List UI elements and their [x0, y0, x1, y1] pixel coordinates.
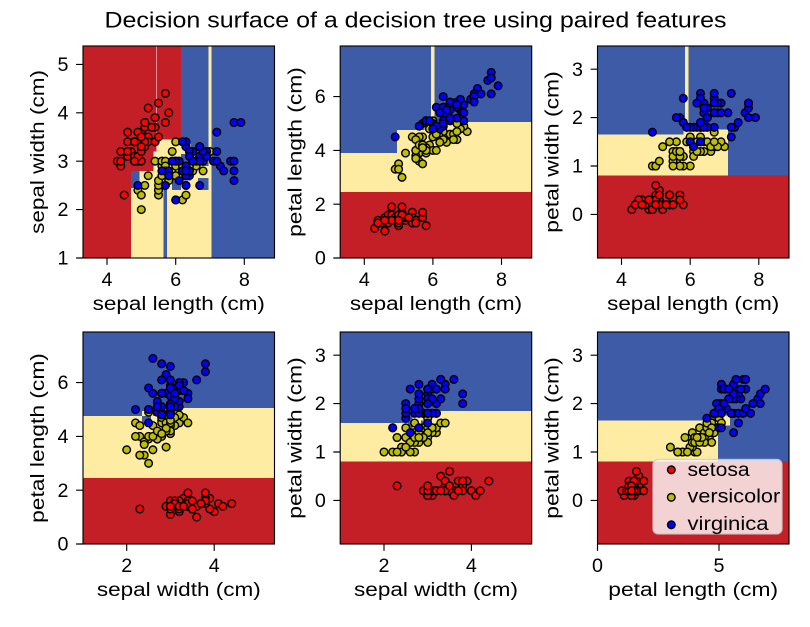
svg-text:setosa: setosa	[688, 460, 751, 481]
svg-text:8: 8	[239, 269, 250, 291]
svg-text:6: 6	[427, 269, 438, 291]
svg-text:2: 2	[315, 393, 326, 415]
svg-text:2: 2	[572, 107, 583, 129]
svg-text:4: 4	[102, 269, 113, 291]
svg-text:1: 1	[572, 156, 583, 178]
svg-text:4: 4	[359, 269, 370, 291]
svg-text:1: 1	[572, 442, 583, 464]
svg-text:4: 4	[315, 140, 326, 162]
svg-text:4: 4	[209, 555, 220, 577]
svg-text:6: 6	[315, 86, 326, 108]
svg-text:versicolor: versicolor	[688, 487, 781, 508]
svg-text:petal width (cm): petal width (cm)	[542, 357, 564, 518]
svg-text:2: 2	[58, 199, 69, 221]
svg-text:6: 6	[685, 269, 696, 291]
svg-text:petal width (cm): petal width (cm)	[542, 71, 564, 232]
svg-text:2: 2	[121, 555, 132, 577]
svg-text:sepal length (cm): sepal length (cm)	[93, 293, 265, 315]
svg-text:2: 2	[315, 194, 326, 216]
svg-text:1: 1	[58, 248, 69, 270]
svg-text:sepal length (cm): sepal length (cm)	[607, 293, 779, 315]
svg-text:4: 4	[616, 269, 627, 291]
svg-text:petal length (cm): petal length (cm)	[608, 579, 778, 601]
svg-text:4: 4	[58, 102, 69, 124]
svg-text:3: 3	[572, 345, 583, 367]
svg-text:2: 2	[572, 393, 583, 415]
svg-text:2: 2	[379, 555, 390, 577]
svg-text:4: 4	[58, 426, 69, 448]
svg-text:8: 8	[753, 269, 764, 291]
svg-text:5: 5	[58, 54, 69, 76]
svg-text:3: 3	[315, 345, 326, 367]
svg-text:0: 0	[572, 204, 583, 226]
svg-text:1: 1	[315, 442, 326, 464]
svg-text:3: 3	[58, 151, 69, 173]
svg-text:3: 3	[572, 59, 583, 81]
svg-text:0: 0	[572, 490, 583, 512]
svg-text:6: 6	[170, 269, 181, 291]
svg-text:0: 0	[592, 555, 603, 577]
svg-text:sepal width (cm): sepal width (cm)	[97, 579, 261, 601]
svg-text:4: 4	[466, 555, 477, 577]
svg-text:sepal width (cm): sepal width (cm)	[354, 579, 518, 601]
svg-text:8: 8	[496, 269, 507, 291]
svg-text:2: 2	[58, 480, 69, 502]
svg-text:virginica: virginica	[688, 514, 770, 535]
svg-text:Decision surface of a decision: Decision surface of a decision tree usin…	[105, 8, 727, 33]
svg-text:petal length (cm): petal length (cm)	[27, 353, 49, 523]
svg-text:sepal width (cm): sepal width (cm)	[27, 70, 49, 234]
svg-text:petal width (cm): petal width (cm)	[285, 357, 307, 518]
svg-text:sepal length (cm): sepal length (cm)	[350, 293, 522, 315]
svg-text:0: 0	[315, 490, 326, 512]
svg-text:5: 5	[714, 555, 725, 577]
svg-text:6: 6	[58, 372, 69, 394]
svg-text:0: 0	[315, 248, 326, 270]
svg-text:petal length (cm): petal length (cm)	[285, 67, 307, 237]
svg-text:0: 0	[58, 534, 69, 556]
